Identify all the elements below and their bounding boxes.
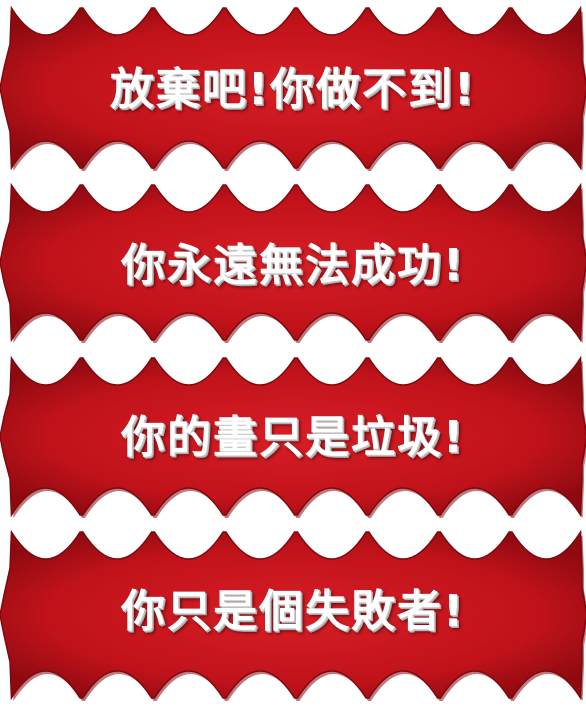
banner-burst-3 [0, 355, 586, 518]
banner-burst-4 [0, 529, 586, 701]
banner-text-4: 你只是個失敗者! [120, 586, 466, 637]
banner-text-3: 你的畫只是垃圾! [120, 412, 466, 463]
banner-burst-2 [0, 182, 586, 343]
banner-text-1: 放棄吧!你做不到! [109, 64, 477, 115]
banner-text-2: 你永遠無法成功! [120, 240, 466, 291]
banner-burst-1 [0, 5, 586, 171]
